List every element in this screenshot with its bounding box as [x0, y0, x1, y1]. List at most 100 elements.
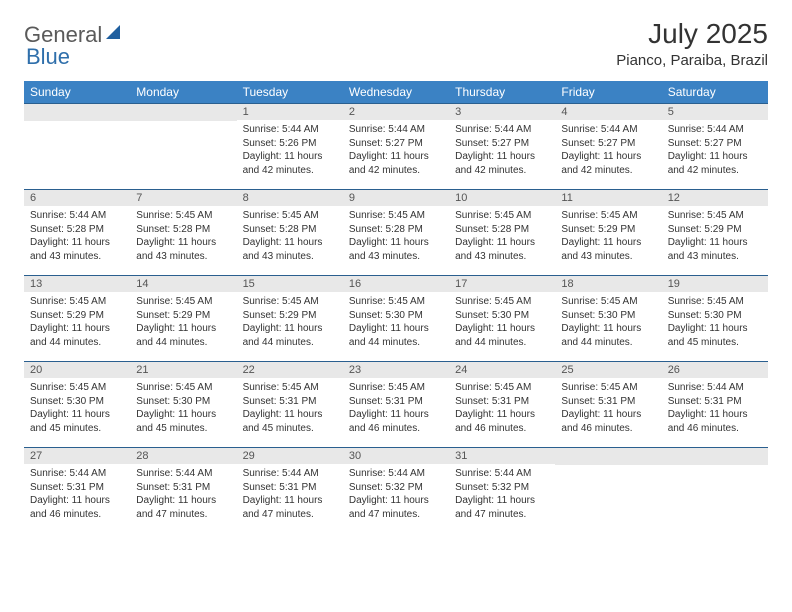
sunset-text: Sunset: 5:27 PM [455, 137, 549, 151]
col-thursday: Thursday [449, 81, 555, 104]
day-content: Sunrise: 5:44 AMSunset: 5:32 PMDaylight:… [449, 464, 555, 527]
calendar-cell: 30Sunrise: 5:44 AMSunset: 5:32 PMDayligh… [343, 448, 449, 534]
day-number: 5 [662, 104, 768, 120]
daylight-text: Daylight: 11 hours and 44 minutes. [561, 322, 655, 349]
sunset-text: Sunset: 5:29 PM [668, 223, 762, 237]
day-content: Sunrise: 5:44 AMSunset: 5:27 PMDaylight:… [555, 120, 661, 183]
daylight-text: Daylight: 11 hours and 42 minutes. [455, 150, 549, 177]
day-content: Sunrise: 5:44 AMSunset: 5:31 PMDaylight:… [237, 464, 343, 527]
sunrise-text: Sunrise: 5:45 AM [136, 209, 230, 223]
day-number: 19 [662, 276, 768, 292]
sunrise-text: Sunrise: 5:45 AM [561, 209, 655, 223]
sunrise-text: Sunrise: 5:45 AM [668, 295, 762, 309]
day-number: 20 [24, 362, 130, 378]
day-number: 12 [662, 190, 768, 206]
daylight-text: Daylight: 11 hours and 45 minutes. [668, 322, 762, 349]
sunset-text: Sunset: 5:28 PM [136, 223, 230, 237]
sunset-text: Sunset: 5:30 PM [455, 309, 549, 323]
sunrise-text: Sunrise: 5:44 AM [668, 123, 762, 137]
calendar-cell: 20Sunrise: 5:45 AMSunset: 5:30 PMDayligh… [24, 362, 130, 448]
day-content: Sunrise: 5:44 AMSunset: 5:26 PMDaylight:… [237, 120, 343, 183]
col-saturday: Saturday [662, 81, 768, 104]
daylight-text: Daylight: 11 hours and 42 minutes. [243, 150, 337, 177]
day-content: Sunrise: 5:44 AMSunset: 5:28 PMDaylight:… [24, 206, 130, 269]
day-number: 31 [449, 448, 555, 464]
day-content: Sunrise: 5:45 AMSunset: 5:31 PMDaylight:… [343, 378, 449, 441]
calendar-cell [662, 448, 768, 534]
daylight-text: Daylight: 11 hours and 47 minutes. [349, 494, 443, 521]
sunset-text: Sunset: 5:27 PM [561, 137, 655, 151]
calendar-cell: 14Sunrise: 5:45 AMSunset: 5:29 PMDayligh… [130, 276, 236, 362]
month-title: July 2025 [616, 18, 768, 50]
daylight-text: Daylight: 11 hours and 46 minutes. [30, 494, 124, 521]
day-number: 9 [343, 190, 449, 206]
sunrise-text: Sunrise: 5:44 AM [455, 467, 549, 481]
day-content: Sunrise: 5:45 AMSunset: 5:30 PMDaylight:… [555, 292, 661, 355]
sunset-text: Sunset: 5:28 PM [30, 223, 124, 237]
daylight-text: Daylight: 11 hours and 42 minutes. [561, 150, 655, 177]
sunset-text: Sunset: 5:31 PM [243, 481, 337, 495]
day-content: Sunrise: 5:45 AMSunset: 5:30 PMDaylight:… [130, 378, 236, 441]
logo-blue-wrap: Blue [26, 44, 70, 70]
sunrise-text: Sunrise: 5:45 AM [30, 295, 124, 309]
day-content: Sunrise: 5:45 AMSunset: 5:28 PMDaylight:… [237, 206, 343, 269]
sunrise-text: Sunrise: 5:44 AM [349, 467, 443, 481]
calendar-cell: 4Sunrise: 5:44 AMSunset: 5:27 PMDaylight… [555, 104, 661, 190]
sunset-text: Sunset: 5:27 PM [349, 137, 443, 151]
day-number: 10 [449, 190, 555, 206]
sunrise-text: Sunrise: 5:45 AM [455, 381, 549, 395]
sunrise-text: Sunrise: 5:45 AM [561, 295, 655, 309]
sunrise-text: Sunrise: 5:45 AM [455, 209, 549, 223]
sunrise-text: Sunrise: 5:44 AM [243, 467, 337, 481]
sunrise-text: Sunrise: 5:44 AM [30, 209, 124, 223]
day-content: Sunrise: 5:44 AMSunset: 5:32 PMDaylight:… [343, 464, 449, 527]
daylight-text: Daylight: 11 hours and 47 minutes. [243, 494, 337, 521]
sunset-text: Sunset: 5:31 PM [455, 395, 549, 409]
calendar-cell: 2 Sunrise: 5:44 AMSunset: 5:27 PMDaylight… [343, 104, 449, 190]
day-content: Sunrise: 5:45 AMSunset: 5:29 PMDaylight:… [237, 292, 343, 355]
daylight-text: Daylight: 11 hours and 42 minutes. [349, 150, 443, 177]
daylight-text: Daylight: 11 hours and 45 minutes. [30, 408, 124, 435]
day-number: 3 [449, 104, 555, 120]
calendar-cell: 1Sunrise: 5:44 AMSunset: 5:26 PMDaylight… [237, 104, 343, 190]
day-content: Sunrise: 5:44 AMSunset: 5:31 PMDaylight:… [662, 378, 768, 441]
sunrise-text: Sunrise: 5:45 AM [455, 295, 549, 309]
sunset-text: Sunset: 5:29 PM [136, 309, 230, 323]
day-number: 28 [130, 448, 236, 464]
calendar-body: 1Sunrise: 5:44 AMSunset: 5:26 PMDaylight… [24, 104, 768, 534]
calendar-cell: 27Sunrise: 5:44 AMSunset: 5:31 PMDayligh… [24, 448, 130, 534]
day-content: Sunrise: 5:45 AMSunset: 5:30 PMDaylight:… [449, 292, 555, 355]
sunset-text: Sunset: 5:32 PM [455, 481, 549, 495]
sunset-text: Sunset: 5:29 PM [561, 223, 655, 237]
day-content: Sunrise: 5:44 AMSunset: 5:27 PMDaylight:… [662, 120, 768, 183]
sunset-text: Sunset: 5:28 PM [349, 223, 443, 237]
day-number: 2 [343, 104, 449, 120]
sunrise-text: Sunrise: 5:44 AM [349, 123, 443, 137]
day-number: 27 [24, 448, 130, 464]
calendar-cell [555, 448, 661, 534]
day-content: Sunrise: 5:45 AMSunset: 5:30 PMDaylight:… [662, 292, 768, 355]
sunset-text: Sunset: 5:29 PM [30, 309, 124, 323]
sunset-text: Sunset: 5:31 PM [30, 481, 124, 495]
calendar-cell: 29Sunrise: 5:44 AMSunset: 5:31 PMDayligh… [237, 448, 343, 534]
calendar-cell: 13Sunrise: 5:45 AMSunset: 5:29 PMDayligh… [24, 276, 130, 362]
day-number: 4 [555, 104, 661, 120]
day-content: Sunrise: 5:45 AMSunset: 5:31 PMDaylight:… [237, 378, 343, 441]
daylight-text: Daylight: 11 hours and 45 minutes. [243, 408, 337, 435]
sunrise-text: Sunrise: 5:45 AM [243, 209, 337, 223]
calendar-cell: 10Sunrise: 5:45 AMSunset: 5:28 PMDayligh… [449, 190, 555, 276]
sunset-text: Sunset: 5:31 PM [349, 395, 443, 409]
calendar-cell: 11Sunrise: 5:45 AMSunset: 5:29 PMDayligh… [555, 190, 661, 276]
calendar-cell: 9Sunrise: 5:45 AMSunset: 5:28 PMDaylight… [343, 190, 449, 276]
day-number: 11 [555, 190, 661, 206]
daylight-text: Daylight: 11 hours and 46 minutes. [455, 408, 549, 435]
sunset-text: Sunset: 5:26 PM [243, 137, 337, 151]
empty-day [555, 448, 661, 465]
empty-day [662, 448, 768, 465]
sunrise-text: Sunrise: 5:45 AM [349, 209, 443, 223]
daylight-text: Daylight: 11 hours and 43 minutes. [455, 236, 549, 263]
day-content: Sunrise: 5:45 AMSunset: 5:30 PMDaylight:… [343, 292, 449, 355]
calendar-cell [24, 104, 130, 190]
calendar-cell [130, 104, 236, 190]
sunrise-text: Sunrise: 5:45 AM [668, 209, 762, 223]
